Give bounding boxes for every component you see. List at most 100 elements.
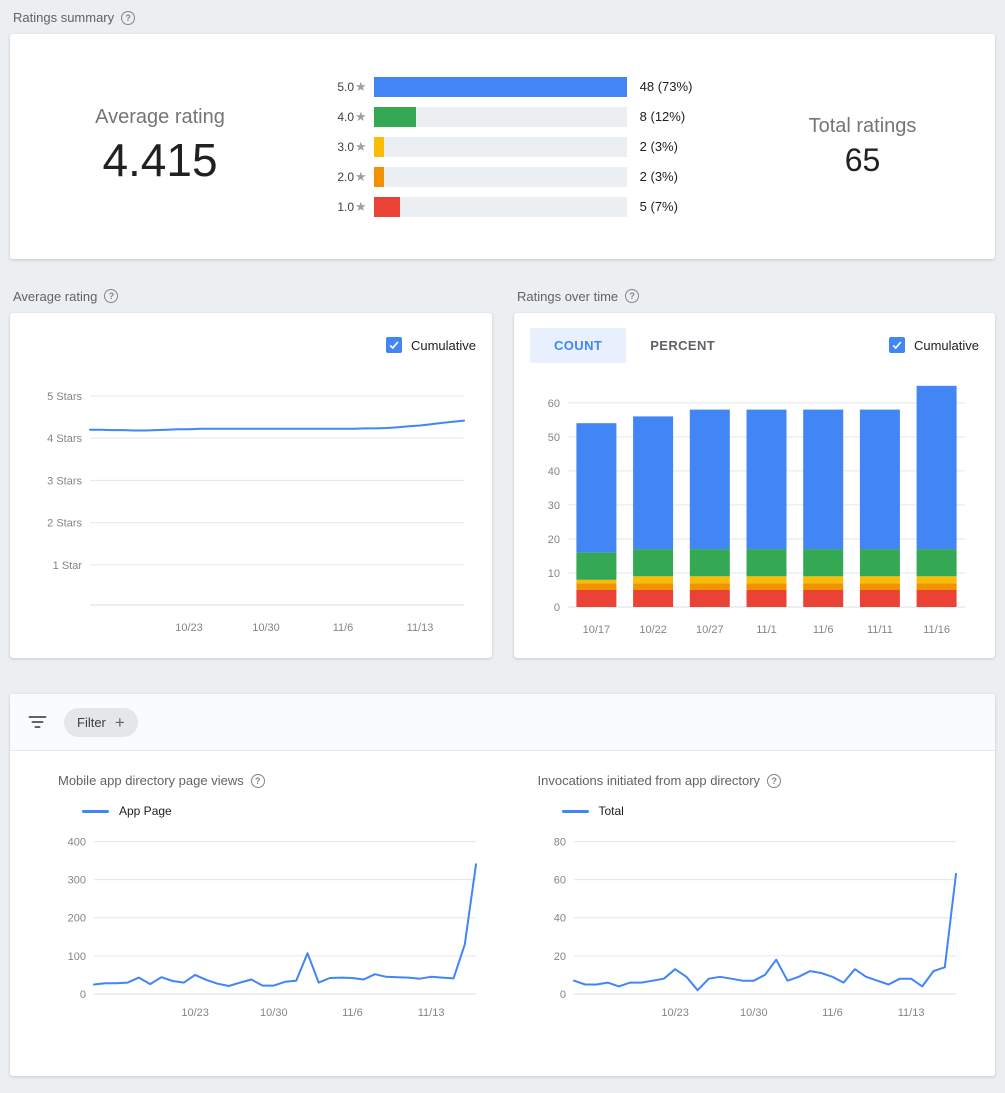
total-ratings-block: Total ratings 65 [730, 115, 995, 179]
svg-text:10/23: 10/23 [181, 1007, 209, 1019]
svg-text:10/30: 10/30 [260, 1007, 288, 1019]
star-icon: ★ [355, 79, 367, 94]
rating-bar-track [373, 166, 627, 187]
svg-text:5 Stars: 5 Stars [47, 391, 82, 403]
average-rating-block: Average rating 4.415 [10, 106, 310, 187]
filter-list-icon[interactable] [28, 715, 47, 729]
invocations-line-chart: 0 20 40 60 80 10/23 10/30 11/6 11/13 [553, 836, 957, 1019]
average-rating-line-chart: 5 Stars 4 Stars 3 Stars 2 Stars 1 Star 10/23 1… [47, 391, 465, 634]
cumulative-checkbox[interactable] [385, 337, 402, 353]
average-rating-chart-card: Cumulative 5 Stars 4 Stars 3 Stars 2 Stars 1… [10, 313, 492, 658]
rating-bar-label: 1.0 [337, 199, 354, 214]
rating-bar-row: 4.0 ★ 8 (12%) [310, 102, 730, 132]
page-views-chart-section: Mobile app directory page views ? App Pa… [58, 771, 488, 1024]
svg-text:0: 0 [80, 989, 86, 1001]
average-rating-value: 4.415 [102, 134, 218, 186]
svg-text:11/11: 11/11 [867, 624, 893, 636]
cumulative-label: Cumulative [410, 337, 476, 353]
ratings-over-time-chart-card: COUNT PERCENT Cumulative 0 10 20 30 40 50 60 10… [514, 313, 995, 658]
tab-percent[interactable]: PERCENT [650, 337, 716, 353]
tab-count[interactable]: COUNT [530, 327, 627, 363]
help-icon[interactable]: ? [250, 773, 265, 788]
rating-bar-label: 5.0 [337, 79, 354, 94]
svg-text:4 Stars: 4 Stars [47, 433, 82, 445]
section-title: Average rating [13, 288, 98, 304]
help-icon[interactable]: ? [104, 289, 119, 303]
page-views-legend: App Page [58, 804, 488, 818]
rating-bar-row: 5.0 ★ 48 (73%) [310, 72, 730, 102]
svg-text:80: 80 [553, 836, 565, 848]
legend-line-icon [561, 809, 589, 813]
rating-bar-label: 4.0 [337, 109, 354, 124]
rating-bar-fill [373, 166, 385, 187]
rating-bar-fill [373, 76, 627, 97]
rating-bar-fill [373, 136, 385, 157]
svg-text:1 Star: 1 Star [53, 560, 83, 572]
help-icon[interactable]: ? [121, 10, 136, 25]
svg-text:10/17: 10/17 [583, 624, 611, 636]
average-rating-chart-section: Average rating ? Cumulative 5 Stars 4 Sta… [10, 279, 492, 658]
star-icon: ★ [355, 199, 367, 214]
rating-bar-row: 3.0 ★ 2 (3%) [310, 132, 730, 162]
rating-bar-track [373, 196, 627, 217]
svg-text:11/16: 11/16 [923, 624, 950, 636]
legend-label: Total [598, 804, 624, 818]
rating-bar-value: 5 (7%) [639, 199, 678, 214]
ratings-over-time-section: Ratings over time ? COUNT PERCENT [514, 279, 995, 658]
page-title: Ratings summary [13, 10, 115, 25]
rating-bar-fill [373, 196, 400, 217]
invocations-chart-section: Invocations initiated from app directory… [538, 771, 968, 1024]
svg-text:60: 60 [553, 875, 565, 887]
rating-bar-track [373, 136, 627, 157]
legend-label: App Page [119, 804, 172, 818]
svg-text:100: 100 [68, 951, 86, 963]
svg-text:2 Stars: 2 Stars [47, 518, 82, 530]
invocations-legend: Total [538, 804, 968, 818]
star-icon: ★ [355, 169, 367, 184]
svg-text:11/13: 11/13 [418, 1007, 445, 1019]
svg-text:10/30: 10/30 [252, 622, 280, 634]
ratings-summary-card: Average rating 4.415 5.0 ★ 48 (73%) 4.0 ★ 8 (… [10, 34, 995, 259]
plus-icon: + [114, 712, 125, 732]
help-icon[interactable]: ? [625, 289, 640, 303]
rating-bar-track [373, 106, 627, 127]
rating-bar-label: 3.0 [337, 139, 354, 154]
svg-text:3 Stars: 3 Stars [47, 475, 82, 487]
svg-text:50: 50 [548, 432, 560, 444]
total-ratings-value: 65 [844, 141, 881, 178]
svg-text:300: 300 [68, 875, 86, 887]
star-icon: ★ [355, 109, 367, 124]
ratings-over-time-section-header: Ratings over time ? [514, 279, 995, 313]
svg-text:11/6: 11/6 [813, 624, 834, 636]
help-icon[interactable]: ? [767, 773, 782, 788]
svg-text:11/1: 11/1 [756, 624, 777, 636]
rating-bar-track [373, 76, 627, 97]
svg-text:20: 20 [548, 534, 560, 546]
svg-text:200: 200 [68, 913, 86, 925]
page-views-line-chart: 0 100 200 300 400 10/23 10/30 11/6 11/13 [68, 836, 477, 1019]
svg-text:11/6: 11/6 [822, 1007, 843, 1019]
rating-bar-fill [373, 106, 416, 127]
check-icon [389, 341, 399, 350]
svg-text:10/23: 10/23 [661, 1007, 689, 1019]
svg-text:11/6: 11/6 [342, 1007, 363, 1019]
total-ratings-label: Total ratings [808, 114, 917, 137]
svg-text:10: 10 [548, 568, 560, 580]
svg-text:0: 0 [559, 989, 565, 1001]
chart-title: Invocations initiated from app directory [537, 773, 761, 788]
svg-text:0: 0 [554, 602, 560, 614]
directory-metrics-card: Filter + Mobile app directory page views… [10, 694, 995, 1076]
svg-text:10/30: 10/30 [740, 1007, 768, 1019]
rating-bar-label: 2.0 [337, 169, 354, 184]
svg-text:30: 30 [548, 500, 560, 512]
page-header: Ratings summary ? [10, 0, 995, 34]
filter-bar: Filter + [10, 694, 995, 751]
svg-text:20: 20 [553, 951, 565, 963]
svg-text:40: 40 [553, 913, 565, 925]
filter-chip[interactable]: Filter + [64, 707, 138, 737]
cumulative-checkbox[interactable] [888, 337, 905, 353]
svg-text:10/27: 10/27 [696, 624, 724, 636]
svg-text:11/13: 11/13 [897, 1007, 924, 1019]
svg-text:10/23: 10/23 [175, 622, 203, 634]
